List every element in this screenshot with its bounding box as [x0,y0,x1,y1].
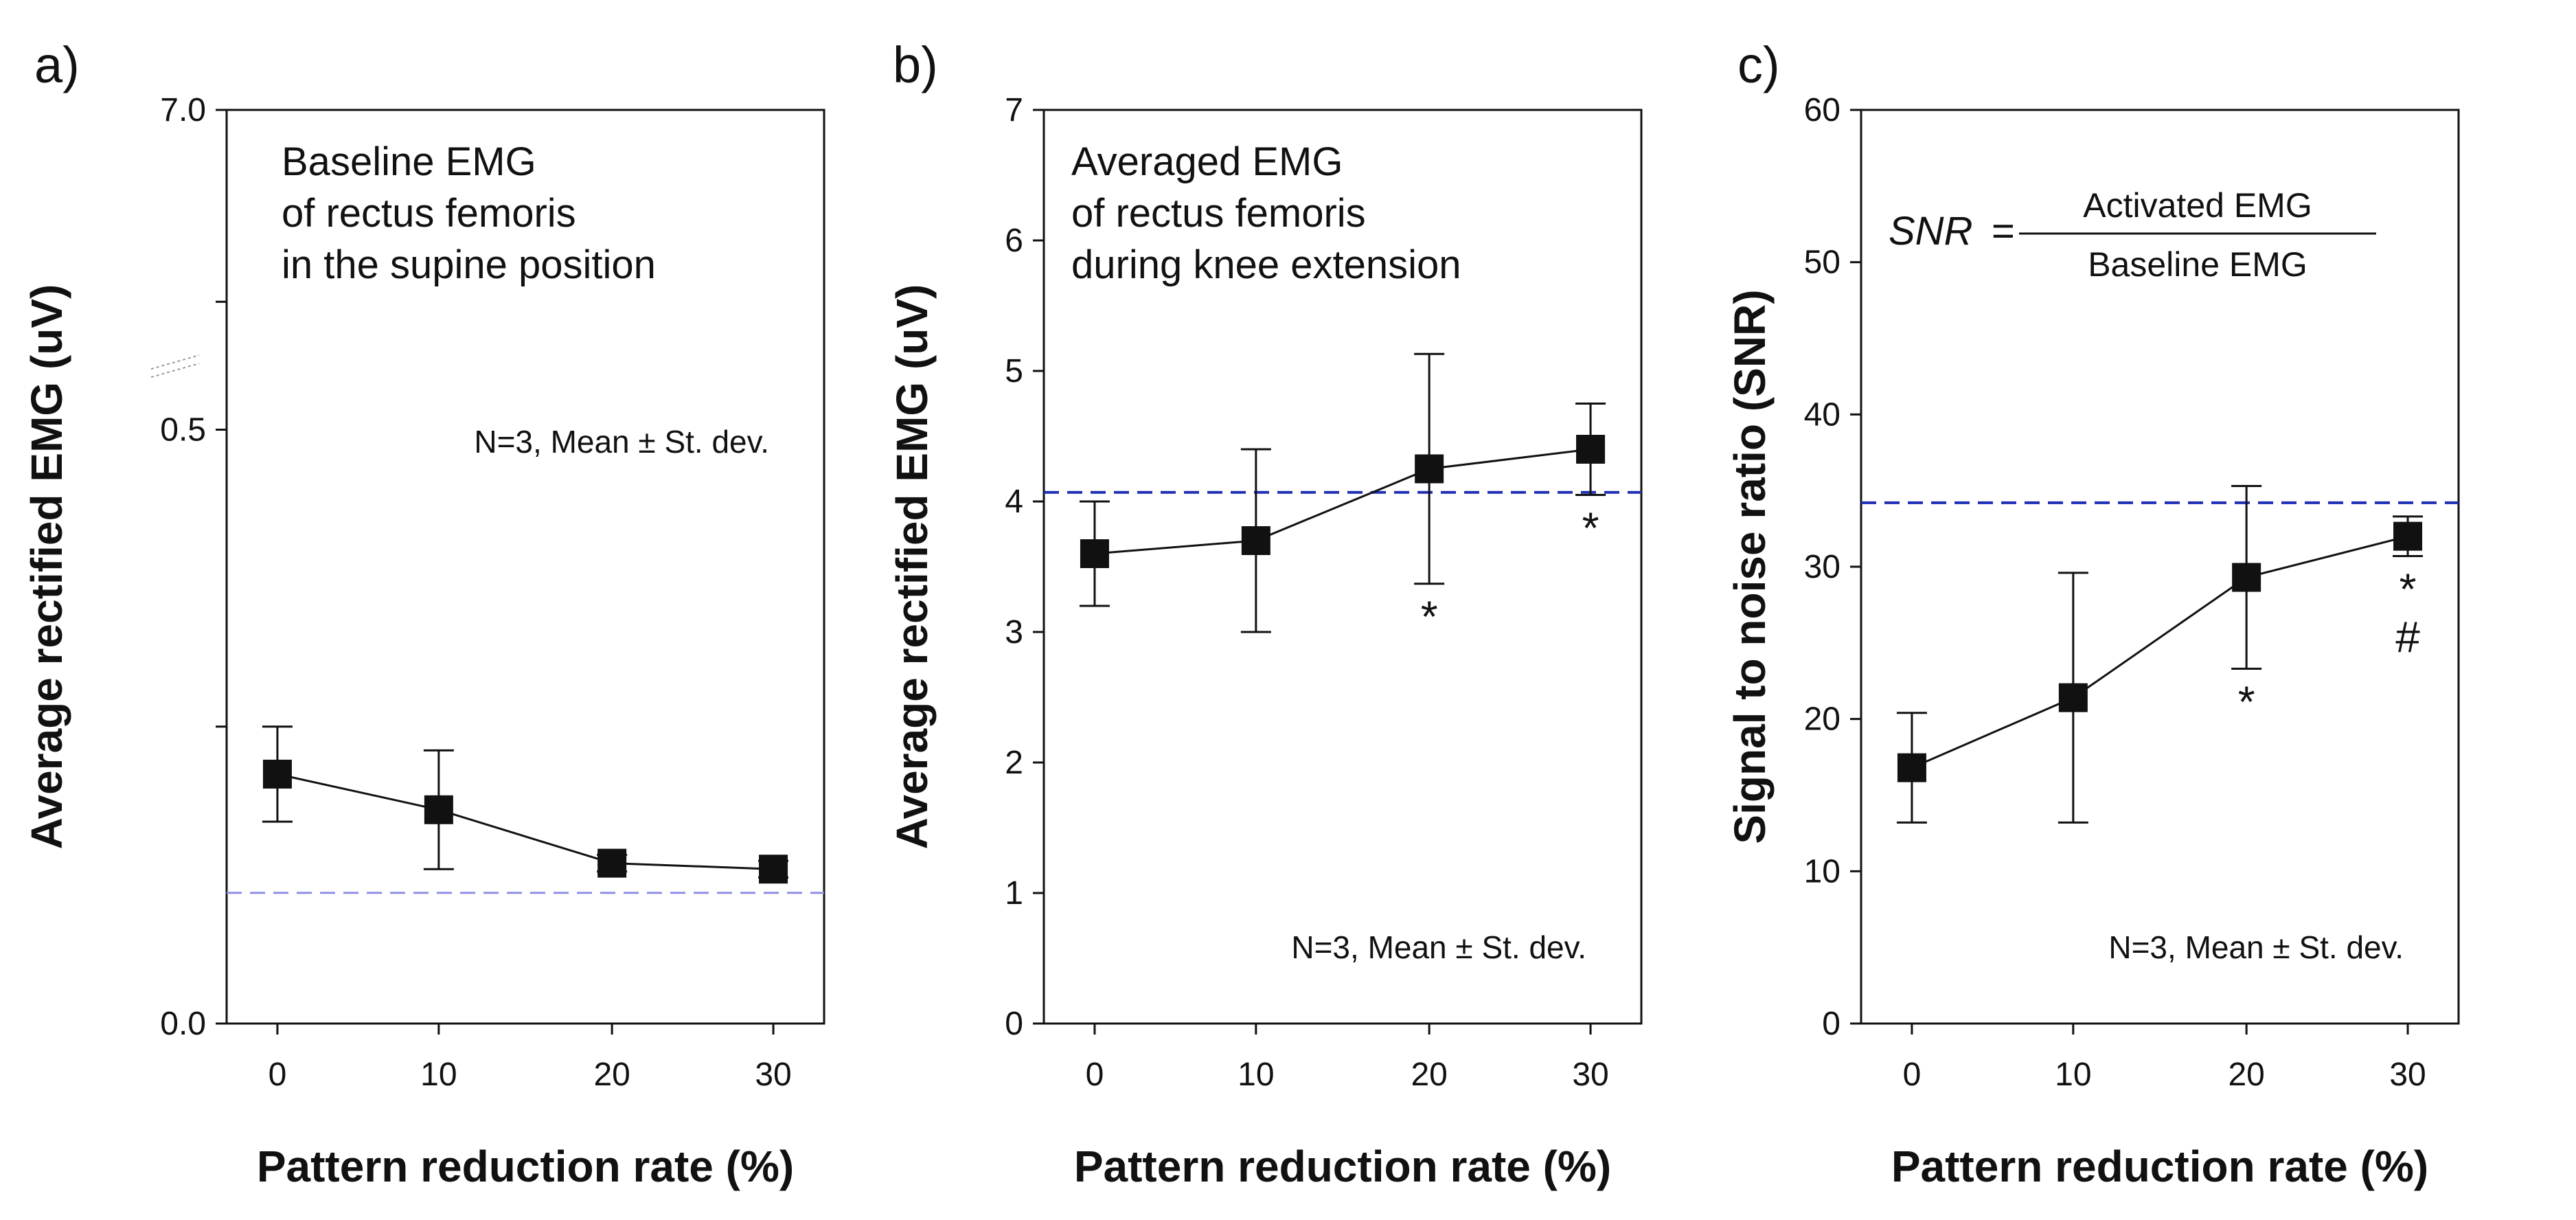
panel-2: b) 0 1 2 3 4 5 6 7 0 10 20 30 Pattern reduction rate … [887,36,1643,1191]
panel-1: a) 0.0 0.5 7.0 0 10 20 30 Pattern reduction rate… [22,36,825,1191]
annotation-line: of rectus femoris [1071,191,1366,236]
x-tick-label: 0 [1086,1057,1104,1093]
annotation-line: during knee extension [1071,242,1461,287]
x-tick-label: 20 [1411,1057,1447,1093]
significance-mark: * [2238,677,2255,727]
data-point [2058,683,2088,712]
x-axis-title: Pattern reduction rate (%) [1891,1142,2428,1191]
panel-letter: c) [1737,36,1780,93]
stats-note: N=3, Mean ± St. dev. [1291,929,1586,965]
axis-break-mark [150,354,200,370]
stats-note: N=3, Mean ± St. dev. [474,424,769,460]
formula-eq: = [1992,209,2015,253]
data-point [2393,521,2423,551]
annotation-line: in the supine position [282,242,656,287]
y-tick-label: 0.0 [160,1006,206,1042]
y-tick-label: 7.0 [160,92,206,128]
series-line [1911,535,2408,769]
x-tick-label: 10 [2055,1057,2091,1093]
y-tick-label: 6 [1005,223,1023,259]
x-tick-label: 10 [420,1057,457,1093]
x-tick-label: 30 [755,1057,791,1093]
data-point [262,759,292,789]
significance-mark: * [1421,592,1438,642]
data-point [597,848,627,878]
y-tick-label: 4 [1005,484,1023,520]
annotation-line: of rectus femoris [282,191,576,236]
y-tick-label: 10 [1804,853,1840,890]
data-point [2232,563,2261,592]
panel-3: c) 0 10 20 30 40 50 60 0 10 20 30 Pattern reduction … [1725,36,2460,1191]
x-tick-label: 10 [1238,1057,1274,1093]
y-tick-label: 60 [1804,92,1840,128]
data-point [424,795,453,824]
plot-frame [225,109,825,1025]
data-point [1080,539,1109,568]
y-tick-label: 30 [1804,549,1840,585]
y-tick-label: 40 [1804,396,1840,433]
y-axis-title: Average rectified EMG (uV) [22,284,71,850]
x-tick-label: 0 [269,1057,287,1093]
y-tick-label: 1 [1005,875,1023,912]
plot-frame [1042,109,1643,1025]
annotation-line: Baseline EMG [282,139,536,184]
y-tick-label: 5 [1005,353,1023,389]
x-tick-label: 20 [593,1057,630,1093]
data-point [1415,454,1444,484]
significance-mark: * [1582,504,1599,553]
axis-break-mark [150,363,200,379]
y-tick-label: 0 [1005,1006,1023,1042]
y-tick-label: 0.5 [160,412,206,449]
panel-letter: b) [893,36,938,93]
series-line [277,773,774,870]
y-tick-label: 3 [1005,614,1023,651]
data-point [1897,753,1926,782]
stats-note: N=3, Mean ± St. dev. [2108,929,2404,965]
x-axis-title: Pattern reduction rate (%) [257,1142,794,1191]
x-tick-label: 20 [2228,1057,2264,1093]
panel-letter: a) [34,36,80,93]
data-point [1241,526,1270,555]
data-point [1576,435,1606,464]
formula-lhs: SNR [1889,209,1972,253]
y-tick-label: 2 [1005,745,1023,781]
annotation-line: Averaged EMG [1071,139,1343,184]
x-tick-label: 0 [1903,1057,1922,1093]
y-tick-label: 20 [1804,701,1840,738]
x-tick-label: 30 [1572,1057,1608,1093]
y-tick-label: 0 [1822,1006,1840,1042]
significance-mark: # [2395,612,2420,662]
y-axis-title: Signal to noise ratio (SNR) [1725,289,1775,844]
x-tick-label: 30 [2389,1057,2426,1093]
formula-numerator: Activated EMG [2083,186,2312,225]
y-tick-label: 50 [1804,245,1840,281]
series-line [1094,448,1591,555]
y-tick-label: 7 [1005,92,1023,128]
x-axis-title: Pattern reduction rate (%) [1074,1142,1611,1191]
formula-denominator: Baseline EMG [2088,245,2307,284]
y-axis-title: Average rectified EMG (uV) [887,284,937,850]
significance-mark: * [2400,564,2417,613]
data-point [759,855,788,884]
